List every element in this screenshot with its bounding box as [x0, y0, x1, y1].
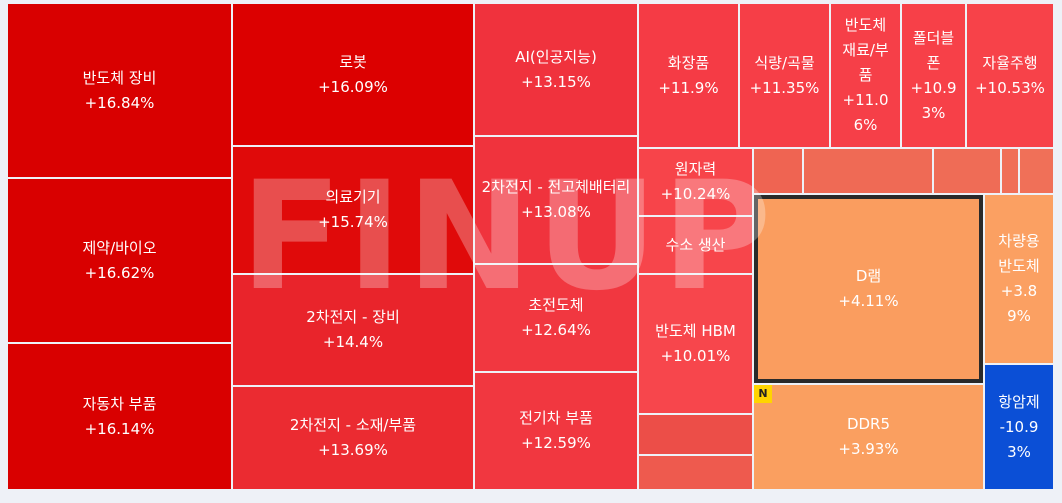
tile-change: +11.06%: [842, 91, 889, 134]
tile: 제약/바이오 +16.62%: [8, 179, 231, 342]
tile-change: +16.09%: [318, 77, 388, 96]
tile: 전기차 부품 +12.59%: [475, 373, 637, 489]
tile: 의료기기 +15.74%: [233, 147, 473, 273]
tile-change: +10.24%: [660, 185, 731, 203]
tile: 자율주행 +10.53%: [967, 4, 1053, 147]
tile: 2차전지 - 전고체배터리 +13.08%: [475, 137, 637, 263]
tile-change: +16.62%: [84, 263, 155, 282]
tile-name: 반도체 HBM: [655, 322, 736, 340]
tile-change: +12.59%: [521, 434, 591, 452]
tile-name: 2차전지 - 전고체배터리: [481, 178, 631, 196]
tile-name: 제약/바이오: [82, 238, 157, 257]
tile-name: 차량용 반도체: [998, 232, 1040, 275]
tile-name: 항암제: [998, 392, 1040, 411]
tile-name: 화장품: [667, 53, 710, 72]
tile: 원자력 +10.24%: [639, 149, 752, 215]
tile: 식량/곡물 +11.35%: [740, 4, 829, 147]
tile-change: +3.89%: [1000, 282, 1038, 325]
tile: 반도체 재료/부품 +11.06%: [831, 4, 900, 147]
tile-filler: [754, 149, 802, 193]
tile: 2차전지 - 소재/부품 +13.69%: [233, 387, 473, 489]
tile-change: +12.64%: [521, 321, 591, 339]
tile: AI(인공지능) +13.15%: [475, 4, 637, 135]
tile: 초전도체 +12.64%: [475, 265, 637, 371]
tile-change: +14.4%: [322, 333, 384, 351]
tile: 반도체 장비 +16.84%: [8, 4, 231, 177]
tile-filler: [804, 149, 932, 193]
tile-name: 반도체 재료/부품: [842, 16, 889, 84]
tile-change: +15.74%: [318, 213, 388, 231]
tile: 반도체 HBM +10.01%: [639, 275, 752, 413]
tile-name: 자동차 부품: [82, 394, 157, 413]
tile-change: +16.84%: [84, 93, 155, 112]
tile: 로봇 +16.09%: [233, 4, 473, 145]
tile-change: +10.53%: [975, 78, 1045, 97]
tile: 차량용 반도체 +3.89%: [985, 195, 1053, 363]
tile-filler: [1002, 149, 1018, 193]
tile-change: +13.69%: [318, 441, 388, 459]
tile-name: 로봇: [339, 52, 367, 71]
tile-name: 전기차 부품: [519, 409, 593, 427]
tile-change: +10.01%: [660, 347, 731, 365]
tile-change: +13.08%: [521, 203, 591, 221]
tile-change: +3.93%: [838, 440, 899, 458]
tile-change: +16.14%: [84, 419, 155, 438]
tile-change: +11.35%: [749, 78, 820, 97]
tile-name: AI(인공지능): [515, 47, 597, 66]
tile-filler: [1020, 149, 1053, 193]
tile: 자동차 부품 +16.14%: [8, 344, 231, 489]
tile-name: DDR5: [846, 415, 891, 433]
tile: 2차전지 - 장비 +14.4%: [233, 275, 473, 385]
tile-name: D램: [855, 267, 882, 285]
tile-change: +4.11%: [838, 292, 899, 310]
tile: DDR5 +3.93% N: [754, 385, 983, 489]
tile-name: 의료기기: [325, 188, 381, 206]
tile-filler: [934, 149, 1000, 193]
tile-name: 원자력: [674, 160, 717, 178]
tile-name: 2차전지 - 소재/부품: [289, 416, 417, 434]
tile-change: -10.93%: [999, 417, 1039, 461]
tile: 수소 생산: [639, 217, 752, 273]
new-badge: N: [754, 385, 772, 403]
tile: 항암제 -10.93%: [985, 365, 1053, 489]
tile: 폴더블폰 +10.93%: [902, 4, 965, 147]
tile-name: 수소 생산: [665, 235, 726, 254]
tile-name: 초전도체: [528, 296, 584, 314]
tile-name: 자율주행: [982, 53, 1038, 72]
tile-name: 폴더블폰: [912, 28, 955, 72]
tile-filler: [639, 456, 752, 489]
tile-change: +11.9%: [658, 78, 719, 97]
tile: 화장품 +11.9%: [639, 4, 738, 147]
tile: D램 +4.11%: [754, 195, 983, 383]
tile-change: +10.93%: [910, 78, 957, 122]
tile-name: 2차전지 - 장비: [306, 308, 400, 326]
tile-change: +13.15%: [521, 72, 591, 91]
tile-name: 식량/곡물: [754, 53, 815, 72]
tile-filler: [639, 415, 752, 454]
tile-name: 반도체 장비: [82, 68, 157, 87]
